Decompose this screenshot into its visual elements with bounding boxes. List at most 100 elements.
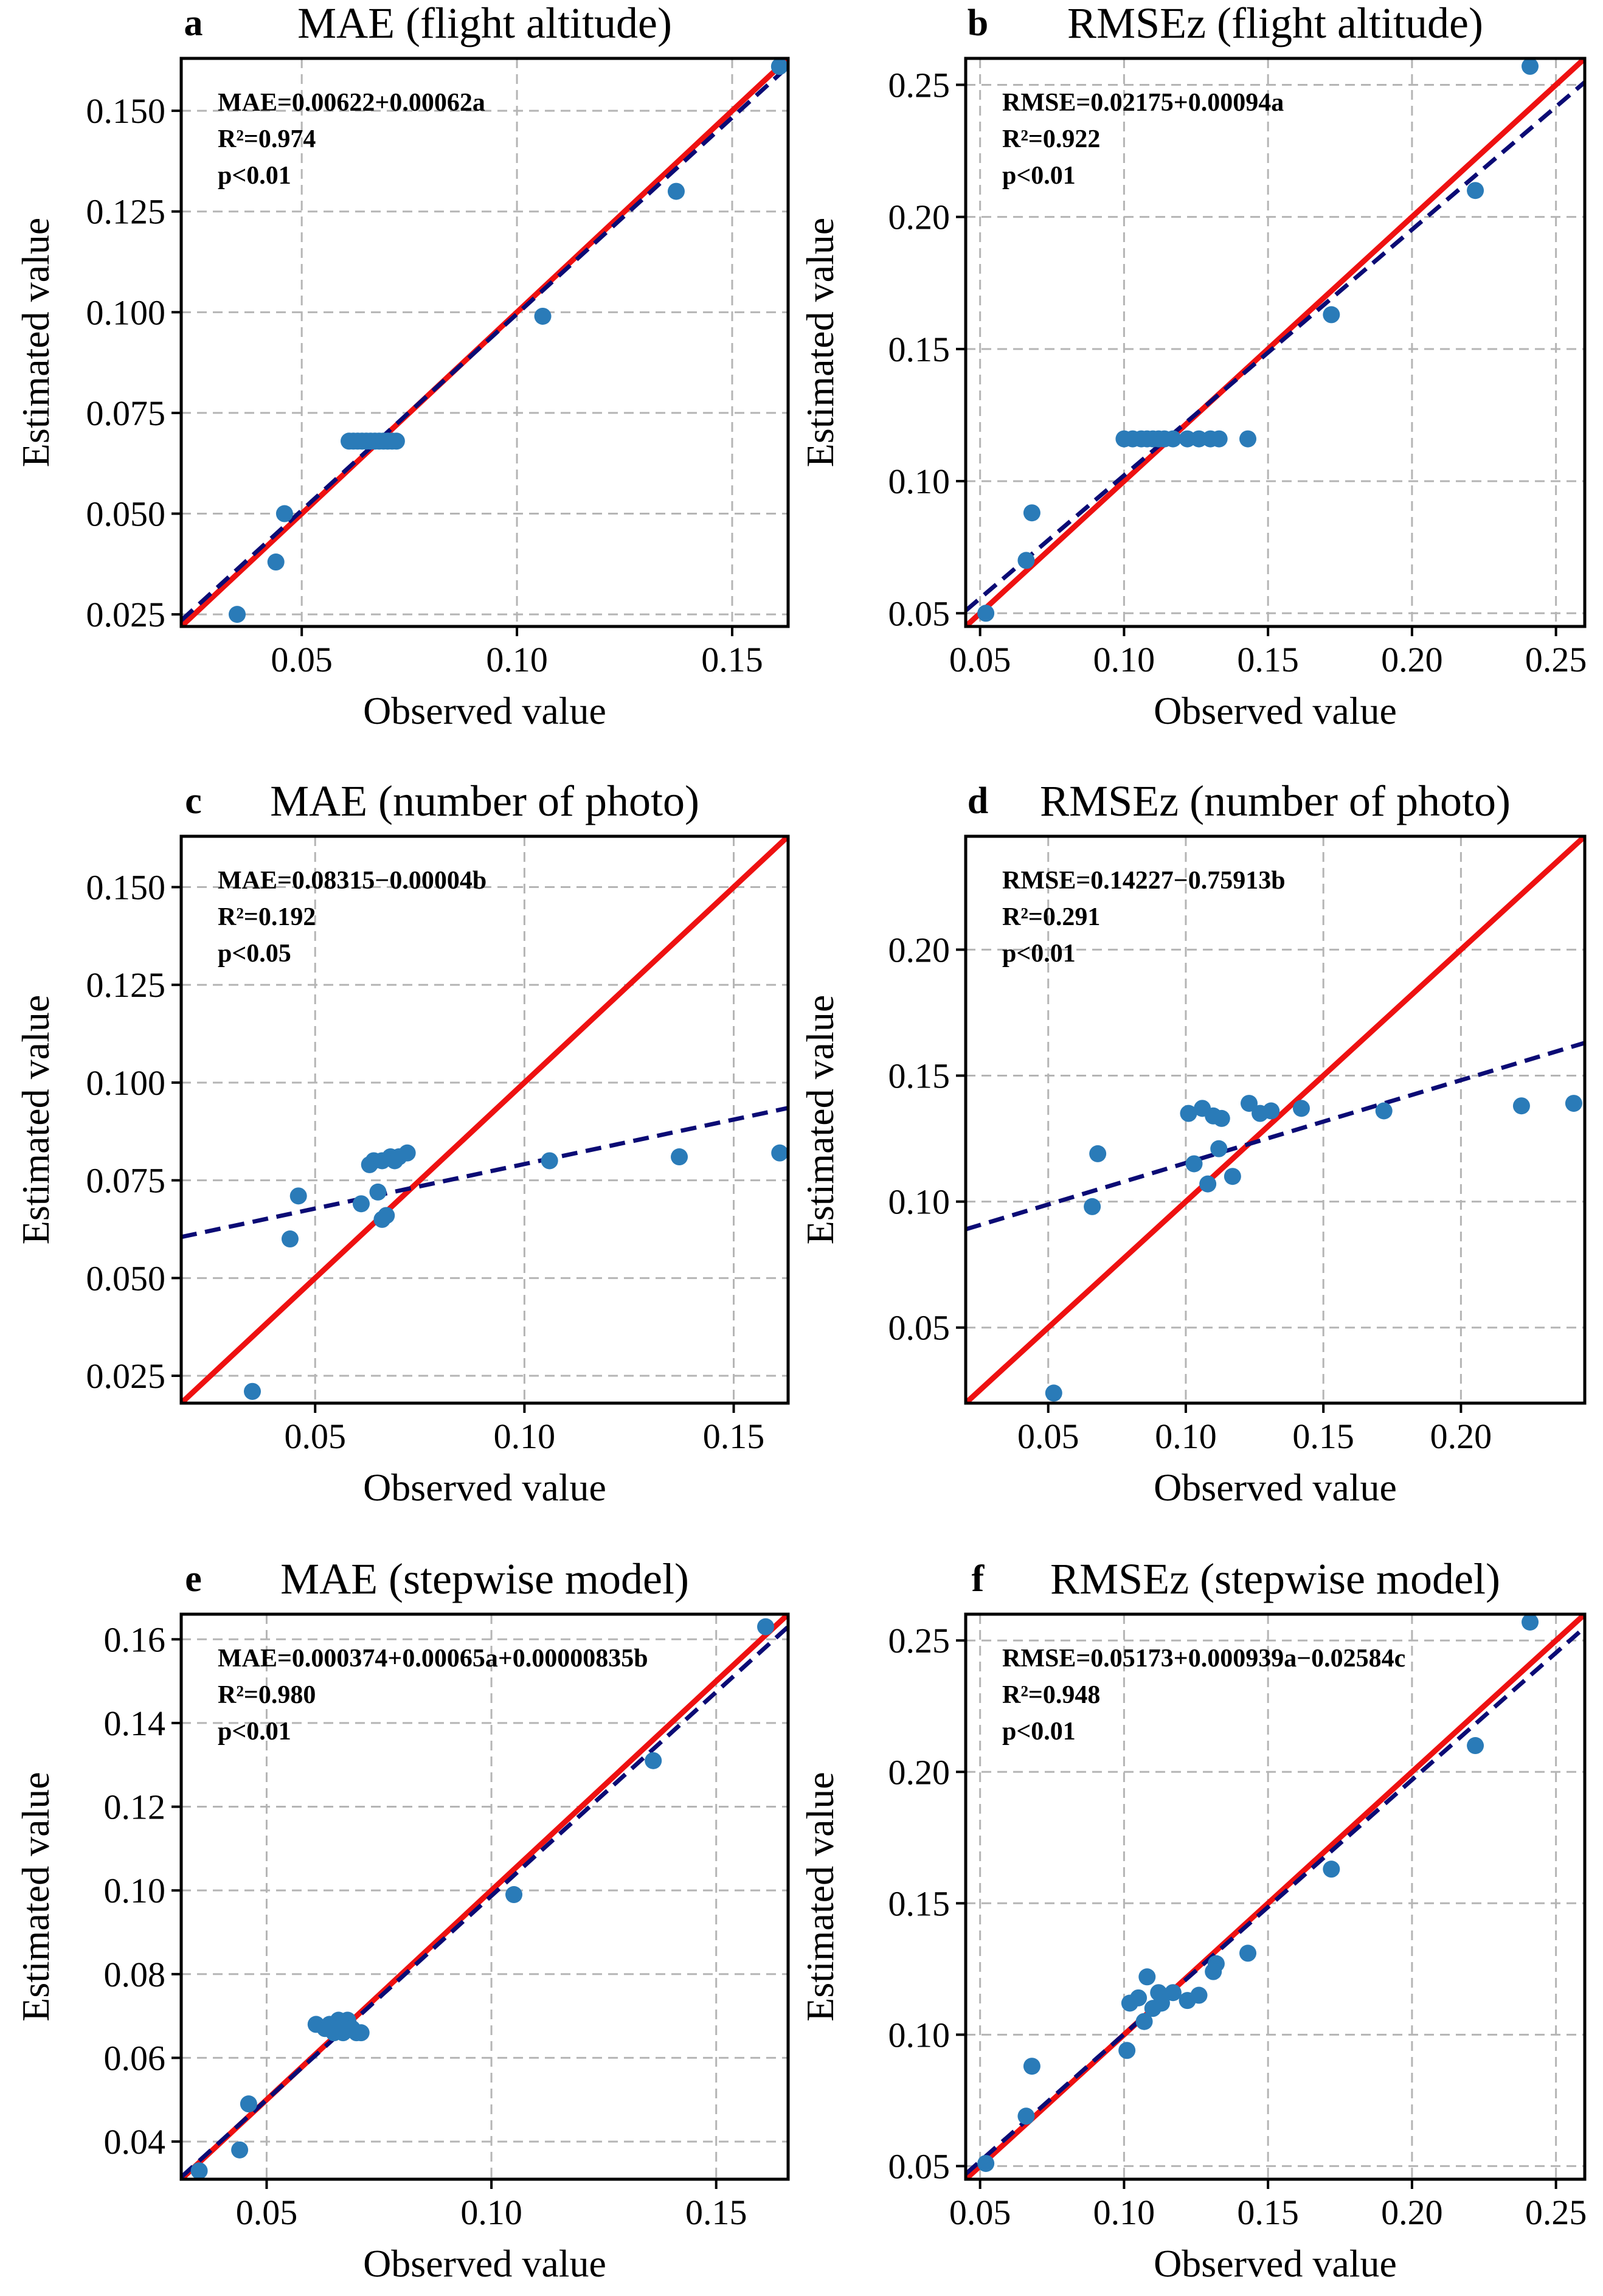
data-point <box>1210 1140 1228 1157</box>
data-point <box>1565 1095 1582 1112</box>
regression-annotation: R²=0.974 <box>218 125 316 153</box>
regression-fit-line <box>966 80 1585 612</box>
data-point <box>1023 2058 1040 2075</box>
y-tick-label: 0.075 <box>86 1161 166 1201</box>
regression-annotation: R²=0.192 <box>218 903 316 931</box>
y-axis-label: Estimated value <box>798 1772 842 2022</box>
plot-area <box>966 836 1585 1403</box>
data-point <box>1207 1955 1225 1972</box>
regression-fit-line <box>181 1106 788 1240</box>
y-tick-label: 0.15 <box>888 330 950 369</box>
x-tick-label: 0.15 <box>701 640 763 679</box>
data-point <box>244 1382 261 1400</box>
data-point <box>977 2155 995 2173</box>
x-tick-label: 0.25 <box>1525 2193 1587 2232</box>
y-tick-label: 0.05 <box>888 2146 950 2186</box>
data-point <box>1138 1968 1156 1986</box>
data-point <box>387 432 405 450</box>
y-tick-label: 0.10 <box>888 1182 950 1222</box>
panel-title: MAE (number of photo) <box>270 777 699 825</box>
y-tick-label: 0.050 <box>86 494 166 534</box>
data-point <box>1375 1102 1393 1120</box>
plot-area <box>966 1614 1585 2179</box>
x-tick-label: 0.05 <box>284 1417 346 1456</box>
y-tick-label: 0.16 <box>104 1620 166 1659</box>
data-point <box>1164 430 1182 448</box>
y-tick-label: 0.10 <box>104 1871 166 1910</box>
x-axis-label: Observed value <box>363 1466 606 1509</box>
panel-f: 0.05 0.10 0.15 0.20 0.25 0.05 0.10 0.15 0.20 0.25… <box>798 1555 1587 2285</box>
regression-annotation: R²=0.291 <box>1002 903 1100 931</box>
regression-annotation: MAE=0.08315−0.00004b <box>218 867 486 895</box>
panel-letter: a <box>184 2 203 44</box>
y-tick-label: 0.05 <box>888 594 950 633</box>
panel-c: 0.05 0.10 0.15 0.025 0.050 0.075 0.100 0.125 0.1… <box>14 777 790 1509</box>
data-point <box>1210 430 1228 448</box>
axes-frame <box>964 57 1587 628</box>
y-tick-label: 0.100 <box>86 293 166 332</box>
y-tick-label: 0.20 <box>888 930 950 969</box>
data-point <box>1164 1984 1182 2002</box>
data-point <box>1467 182 1484 199</box>
y-tick-label: 0.150 <box>86 91 166 131</box>
data-point <box>1323 1861 1340 1878</box>
one-to-one-line <box>181 836 788 1403</box>
x-axis-label: Observed value <box>1154 689 1397 732</box>
data-point <box>1213 1109 1230 1127</box>
x-tick-label: 0.10 <box>494 1417 556 1456</box>
data-point <box>671 1148 688 1166</box>
y-tick-label: 0.10 <box>888 2015 950 2055</box>
panel-letter: d <box>968 780 988 822</box>
panel-letter: b <box>968 2 988 44</box>
y-tick-label: 0.06 <box>104 2038 166 2078</box>
plot-area <box>966 58 1585 626</box>
data-point <box>352 1195 370 1213</box>
data-point <box>1467 1737 1484 1755</box>
x-tick-label: 0.10 <box>1093 640 1155 679</box>
data-point <box>1512 1097 1530 1115</box>
x-tick-label: 0.05 <box>1017 1417 1079 1456</box>
plot-area <box>181 836 788 1403</box>
panel-title: MAE (stepwise model) <box>280 1555 689 1603</box>
panel-letter: f <box>972 1558 985 1600</box>
y-tick-label: 0.125 <box>86 965 166 1005</box>
data-point <box>1118 2042 1136 2059</box>
y-tick-label: 0.10 <box>888 462 950 501</box>
data-point <box>369 1183 387 1201</box>
x-tick-label: 0.05 <box>949 640 1011 679</box>
x-tick-label: 0.20 <box>1381 640 1443 679</box>
panel-a: 0.05 0.10 0.15 0.025 0.050 0.075 0.100 0.125 0.1… <box>14 0 790 732</box>
panel-title: RMSEz (number of photo) <box>1040 777 1511 825</box>
regression-fit-line <box>966 1041 1585 1232</box>
y-tick-label: 0.25 <box>888 65 950 105</box>
one-to-one-line <box>181 58 788 626</box>
x-tick-label: 0.20 <box>1430 1417 1492 1456</box>
axes-frame <box>179 57 790 628</box>
y-axis-label: Estimated value <box>798 995 842 1245</box>
y-tick-label: 0.025 <box>86 595 166 634</box>
data-point <box>1152 1994 1170 2012</box>
y-tick-label: 0.12 <box>104 1788 166 1827</box>
y-tick-label: 0.25 <box>888 1621 950 1660</box>
data-point <box>275 505 293 522</box>
data-point <box>1130 1989 1148 2006</box>
regression-annotation: R²=0.922 <box>1002 125 1100 153</box>
y-tick-label: 0.14 <box>104 1704 166 1743</box>
data-point <box>398 1144 416 1162</box>
data-point <box>1084 1198 1101 1215</box>
data-point <box>770 58 788 75</box>
x-tick-label: 0.15 <box>1237 2193 1299 2232</box>
y-axis-label: Estimated value <box>14 1772 57 2022</box>
x-axis-label: Observed value <box>363 2242 606 2285</box>
data-point <box>1199 1175 1217 1193</box>
data-point <box>1180 1105 1197 1122</box>
regression-fit-line <box>181 1625 788 2179</box>
regression-fit-line <box>181 64 788 622</box>
data-point <box>267 553 285 571</box>
x-tick-label: 0.20 <box>1381 2193 1443 2232</box>
x-axis-label: Observed value <box>363 689 606 732</box>
regression-annotation: MAE=0.00622+0.00062a <box>218 89 485 117</box>
y-tick-label: 0.150 <box>86 868 166 907</box>
panel-e: 0.05 0.10 0.15 0.04 0.06 0.08 0.10 0.12 0.14 0.16… <box>14 1555 790 2285</box>
